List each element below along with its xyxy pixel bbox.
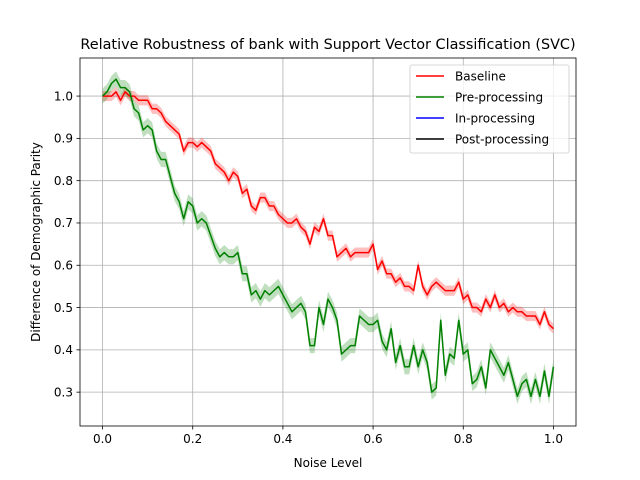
x-tick-label: 0.6 <box>364 432 383 446</box>
line-baseline <box>102 91 554 330</box>
y-tick-label: 0.9 <box>54 132 73 146</box>
chart-title: Relative Robustness of bank with Support… <box>80 37 575 53</box>
legend-label-baseline: Baseline <box>455 69 506 83</box>
x-axis-label: Noise Level <box>294 456 363 470</box>
y-tick-label: 0.6 <box>54 258 73 272</box>
legend: Baseline Pre-processing In-processing Post-… <box>409 64 570 154</box>
x-tick-label: 0.8 <box>454 432 473 446</box>
y-axis-label: Difference of Demographic Parity <box>29 142 43 342</box>
y-tick-label: 1.0 <box>54 89 73 103</box>
grid-lines <box>80 58 576 426</box>
y-tick-label: 0.4 <box>54 343 73 357</box>
y-tick-label: 0.5 <box>54 301 73 315</box>
y-tick-label: 0.7 <box>54 216 73 230</box>
y-tick-label: 0.8 <box>54 174 73 188</box>
legend-label-pre-processing: Pre-processing <box>455 90 543 104</box>
y-axis-ticks: 0.3 0.4 0.5 0.6 0.7 0.8 0.9 1.0 <box>54 89 80 399</box>
plot-frame <box>79 57 577 427</box>
legend-box <box>409 64 570 154</box>
series-lines <box>102 78 555 398</box>
x-tick-label: 0.0 <box>93 432 112 446</box>
x-tick-label: 0.2 <box>183 432 202 446</box>
x-tick-label: 1.0 <box>544 432 563 446</box>
legend-label-post-processing: Post-processing <box>455 132 549 146</box>
line-pre-processing <box>102 78 555 398</box>
y-tick-label: 0.3 <box>54 385 73 399</box>
x-tick-label: 0.4 <box>273 432 292 446</box>
x-axis-ticks: 0.0 0.2 0.4 0.6 0.8 1.0 <box>93 426 563 446</box>
band-baseline <box>102 86 554 334</box>
legend-label-in-processing: In-processing <box>455 111 535 125</box>
